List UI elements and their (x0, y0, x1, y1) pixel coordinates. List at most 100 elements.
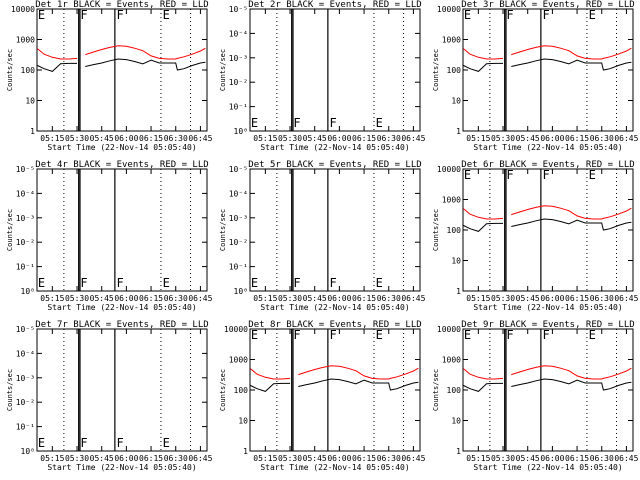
x-tick-label: 06:00 (114, 294, 138, 303)
y-tick-label: 10⁻⁵ (229, 165, 248, 174)
x-tick-label: 06:45 (614, 134, 638, 143)
x-tick-label: 05:30 (65, 134, 89, 143)
events-series-line (37, 58, 206, 72)
event-marker: E (163, 8, 170, 22)
x-tick-label: 05:45 (90, 134, 114, 143)
lld-series-line (463, 45, 632, 60)
x-tick-label: 05:45 (303, 134, 327, 143)
events-series-line (250, 378, 419, 392)
plot-frame (36, 328, 208, 452)
y-tick-label: 1000 (442, 36, 461, 45)
chart-title: Det 3r BLACK = Events, RED = LLD (461, 0, 634, 10)
y-tick-label: 10 (238, 417, 248, 426)
x-tick-label: 05:15 (466, 134, 490, 143)
event-marker: F (506, 168, 513, 182)
chart-title: Det 8r BLACK = Events, RED = LLD (248, 320, 421, 330)
chart-panel: Det 4r BLACK = Events, RED = LLD 10⁰ 10⁻¹ 1… (6, 160, 213, 312)
event-marker: F (80, 8, 87, 22)
event-marker: E (376, 276, 383, 290)
event-marker: F (80, 436, 87, 450)
y-axis-label: Counts/sec (219, 49, 227, 91)
event-marker: E (251, 276, 258, 290)
x-tick-label: 05:45 (516, 454, 540, 463)
plot-frame (462, 168, 634, 292)
x-tick-label: 06:30 (590, 294, 614, 303)
chart-title: Det 1r BLACK = Events, RED = LLD (35, 0, 208, 10)
event-marker: F (506, 8, 513, 22)
y-axis-label: Counts/sec (432, 49, 440, 91)
event-marker: F (117, 276, 124, 290)
y-axis-label: Counts/sec (219, 369, 227, 411)
x-tick-label: 06:15 (565, 294, 589, 303)
event-marker: E (38, 436, 45, 450)
x-tick-label: 06:15 (139, 294, 163, 303)
chart-title: Det 7r BLACK = Events, RED = LLD (35, 320, 208, 330)
chart-title: Det 4r BLACK = Events, RED = LLD (35, 160, 208, 170)
x-tick-label: 05:30 (491, 134, 515, 143)
x-tick-label: 05:15 (40, 294, 64, 303)
y-tick-label: 100 (447, 386, 462, 395)
event-marker: F (293, 276, 300, 290)
x-tick-label: 06:45 (401, 294, 425, 303)
event-marker: E (38, 276, 45, 290)
y-tick-label: 10000 (437, 5, 461, 14)
x-tick-label: 06:30 (377, 294, 401, 303)
y-tick-label: 10⁻³ (229, 54, 248, 63)
lld-series-line (463, 205, 632, 220)
x-tick-label: 06:00 (114, 454, 138, 463)
x-tick-label: 06:00 (114, 134, 138, 143)
x-tick-label: 06:30 (590, 134, 614, 143)
chart-panel: Det 7r BLACK = Events, RED = LLD 10⁰ 10⁻¹ 1… (6, 320, 213, 472)
x-tick-label: 05:45 (90, 454, 114, 463)
y-tick-label: 1000 (442, 196, 461, 205)
x-tick-label: 05:15 (253, 294, 277, 303)
x-tick-label: 06:15 (139, 454, 163, 463)
x-tick-label: 05:45 (303, 294, 327, 303)
y-tick-label: 1 (243, 447, 248, 456)
y-axis-label: Counts/sec (6, 209, 14, 251)
y-axis-label: Counts/sec (432, 209, 440, 251)
event-marker: F (117, 8, 124, 22)
y-tick-label: 10000 (437, 325, 461, 334)
y-tick-label: 10000 (224, 325, 248, 334)
x-tick-label: 06:15 (352, 294, 376, 303)
chart-title: Det 5r BLACK = Events, RED = LLD (248, 160, 421, 170)
x-tick-label: 06:45 (188, 294, 212, 303)
x-tick-label: 06:15 (352, 134, 376, 143)
x-tick-label: 05:45 (516, 134, 540, 143)
x-tick-label: 05:30 (278, 134, 302, 143)
event-marker: E (464, 8, 471, 22)
y-tick-label: 100 (447, 66, 462, 75)
chart-panel: Det 5r BLACK = Events, RED = LLD 10⁰ 10⁻¹ 1… (219, 160, 426, 312)
y-tick-label: 10⁻⁴ (16, 349, 35, 358)
event-marker: F (506, 328, 513, 342)
chart-panel: Det 8r BLACK = Events, RED = LLD 1 10 100 10… (219, 320, 426, 472)
event-marker: F (543, 328, 550, 342)
x-tick-label: 06:15 (565, 454, 589, 463)
event-marker: E (38, 8, 45, 22)
event-marker: F (330, 328, 337, 342)
x-tick-label: 05:15 (40, 454, 64, 463)
x-axis-label: Start Time (22-Nov-14 05:05:40) (47, 463, 196, 472)
y-tick-label: 10 (451, 257, 461, 266)
x-tick-label: 06:45 (188, 454, 212, 463)
plot-frame (36, 168, 208, 292)
plot-frame (462, 328, 634, 452)
events-series-line (463, 378, 632, 392)
event-marker: E (163, 436, 170, 450)
lld-series-line (463, 365, 632, 380)
x-tick-label: 05:45 (303, 454, 327, 463)
x-tick-label: 06:00 (327, 294, 351, 303)
event-marker: E (589, 168, 596, 182)
x-tick-label: 05:45 (90, 294, 114, 303)
event-marker: F (293, 116, 300, 130)
y-tick-label: 10⁻² (16, 238, 35, 247)
y-tick-label: 10⁻³ (229, 214, 248, 223)
x-tick-label: 06:45 (614, 294, 638, 303)
y-axis-label: Counts/sec (432, 369, 440, 411)
events-series-line (463, 218, 632, 232)
event-marker: E (376, 328, 383, 342)
x-axis-label: Start Time (22-Nov-14 05:05:40) (47, 143, 196, 152)
y-tick-label: 1 (456, 447, 461, 456)
event-marker: E (251, 116, 258, 130)
